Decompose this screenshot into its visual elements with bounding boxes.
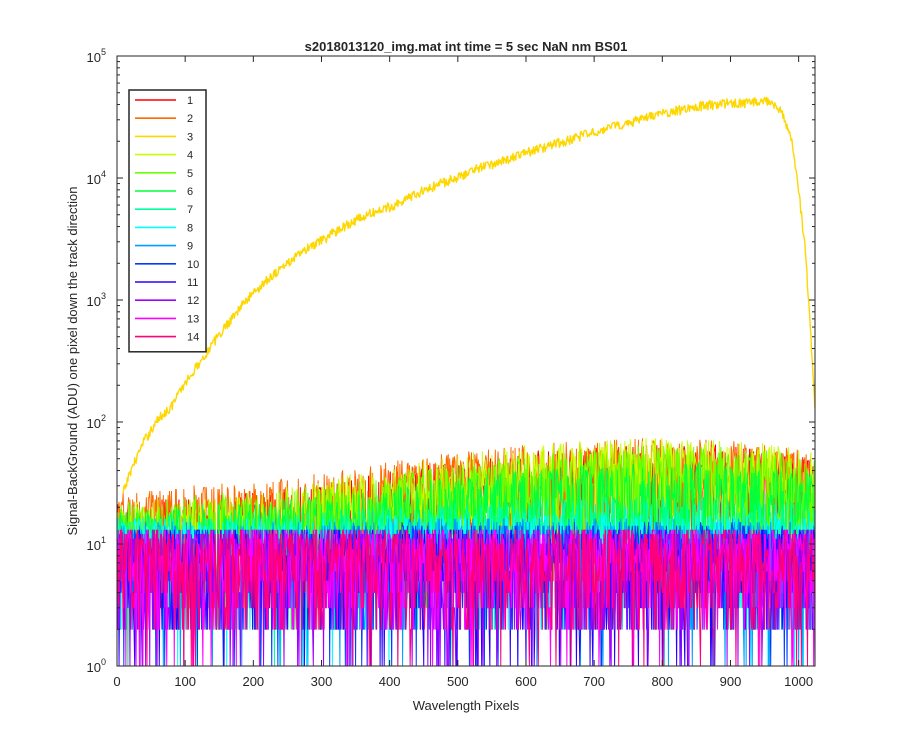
x-tick-label: 1000 — [784, 674, 813, 689]
legend-label: 6 — [187, 186, 193, 198]
legend-label: 7 — [187, 204, 193, 216]
x-tick-label: 500 — [447, 674, 469, 689]
series-layer — [116, 96, 816, 667]
x-axis: 0 100 200 300 400 500 600 700 800 900 1000 — [113, 56, 813, 689]
x-tick-label: 400 — [379, 674, 401, 689]
legend-label: 1 — [187, 95, 193, 107]
x-tick-label: 700 — [583, 674, 605, 689]
y-axis-label: Signal-BackGround (ADU) one pixel down t… — [65, 186, 80, 535]
y-tick-label: 101 — [87, 535, 106, 553]
legend-label: 12 — [187, 295, 199, 307]
legend-label: 5 — [187, 168, 193, 180]
series-line-14 — [116, 529, 816, 667]
y-tick-label: 100 — [87, 657, 106, 675]
legend-box — [128, 89, 207, 353]
y-tick-label: 105 — [87, 47, 106, 65]
axes-box — [116, 55, 816, 667]
y-tick-label: 104 — [87, 169, 106, 187]
x-tick-label: 200 — [242, 674, 264, 689]
chart-title: s2018013120_img.mat int time = 5 sec NaN… — [305, 39, 628, 54]
x-tick-label: 300 — [311, 674, 333, 689]
legend-label: 3 — [187, 131, 193, 143]
legend-label: 9 — [187, 241, 193, 253]
legend-label: 4 — [187, 150, 193, 162]
x-tick-label: 600 — [515, 674, 537, 689]
legend-label: 13 — [187, 313, 199, 325]
series-line-3 — [122, 96, 816, 494]
legend-label: 2 — [187, 113, 193, 125]
x-axis-label: Wavelength Pixels — [413, 698, 520, 713]
y-tick-label: 102 — [87, 413, 106, 431]
x-tick-label: 900 — [720, 674, 742, 689]
legend-label: 10 — [187, 259, 199, 271]
x-tick-label: 100 — [174, 674, 196, 689]
legend-label: 14 — [187, 332, 199, 344]
legend-label: 8 — [187, 222, 193, 234]
x-tick-label: 800 — [651, 674, 673, 689]
legend-label: 11 — [187, 277, 198, 289]
y-tick-label: 103 — [87, 291, 106, 309]
x-tick-label: 0 — [113, 674, 120, 689]
